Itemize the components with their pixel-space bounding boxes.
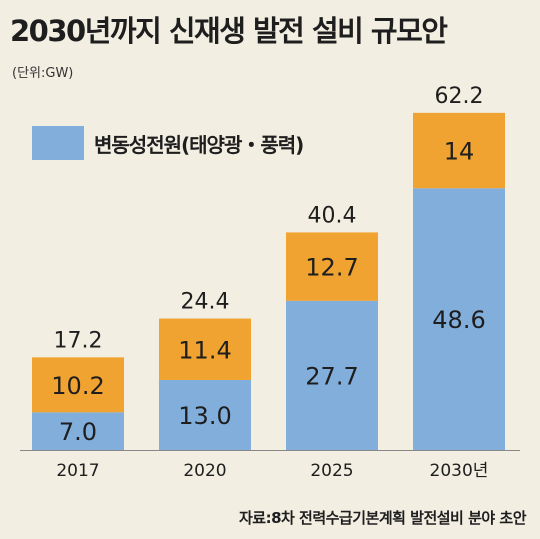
bar-segment-other — [413, 112, 505, 189]
bar-segment-other — [286, 232, 378, 301]
legend-label-variable: 변동성전원(태양광・풍력) — [94, 132, 304, 157]
total-value-label: 62.2 — [435, 84, 484, 109]
x-tick-label: 2030년 — [430, 461, 489, 481]
segment-value-label: 13.0 — [178, 402, 231, 430]
total-value-label: 40.4 — [308, 203, 357, 228]
bar-segment-variable — [159, 379, 251, 450]
segment-value-label: 27.7 — [305, 362, 358, 390]
total-value-label: 17.2 — [54, 328, 103, 353]
source-note: 자료:8차 전력수급기본계획 발전설비 분야 초안 — [238, 509, 527, 527]
bar-segment-variable — [286, 300, 378, 450]
legend-swatch-variable — [32, 126, 84, 160]
segment-value-label: 10.2 — [51, 372, 104, 400]
x-tick-label: 2017 — [56, 461, 99, 481]
bar-segment-variable — [32, 412, 124, 450]
bar-segment-other — [159, 318, 251, 380]
segment-value-label: 48.6 — [432, 306, 485, 334]
bar-segment-other — [32, 357, 124, 413]
legend: 변동성전원(태양광・풍력) — [32, 126, 304, 160]
x-tick-label: 2020 — [183, 461, 226, 481]
bar-segment-variable — [413, 188, 505, 450]
chart-title: 2030년까지 신재생 발전 설비 규모안 — [10, 14, 448, 48]
segment-value-label: 12.7 — [305, 254, 358, 282]
segment-value-label: 7.0 — [59, 418, 97, 446]
total-value-label: 24.4 — [181, 290, 230, 315]
segment-value-label: 14 — [444, 138, 475, 166]
stacked-bar-chart: 7.0 10.2 17.2 2017 13.0 11.4 24.4 2020 27.7 12.7 4… — [20, 84, 520, 481]
x-tick-label: 2025 — [310, 461, 353, 481]
unit-label: (단위:GW) — [12, 66, 74, 81]
segment-value-label: 11.4 — [178, 336, 231, 364]
